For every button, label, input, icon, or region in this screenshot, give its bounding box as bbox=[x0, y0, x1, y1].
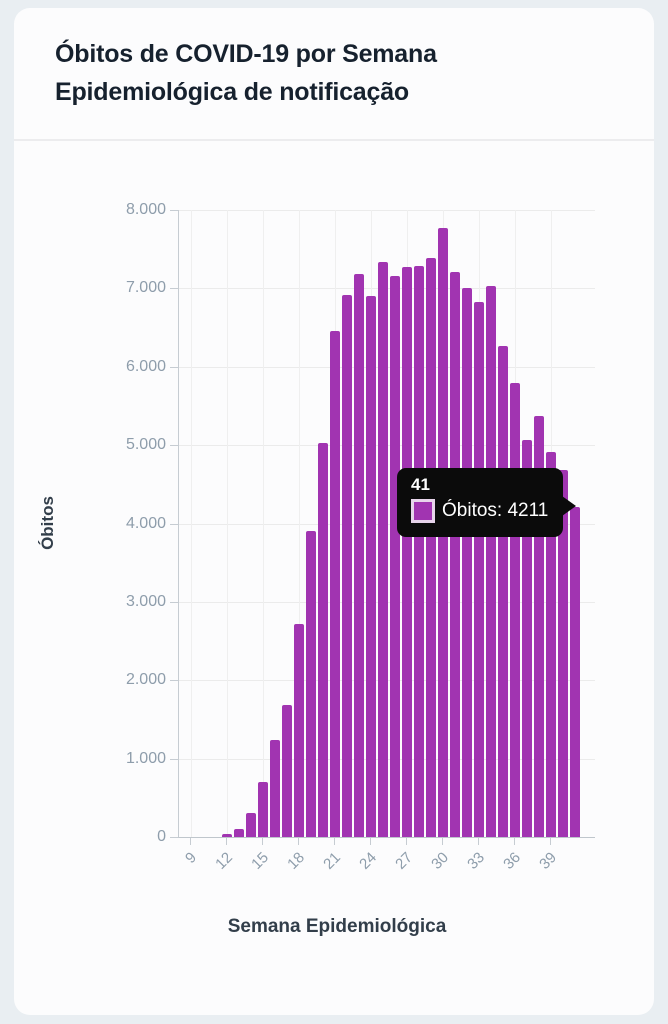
bar-week-13[interactable] bbox=[234, 829, 244, 837]
gridline-vertical bbox=[299, 210, 300, 837]
bar-week-27[interactable] bbox=[402, 267, 412, 837]
y-tick-label: 2.000 bbox=[125, 671, 166, 689]
bar-week-23[interactable] bbox=[354, 274, 364, 837]
gridline-horizontal bbox=[179, 210, 595, 211]
series-swatch-icon bbox=[411, 499, 435, 523]
bar-week-37[interactable] bbox=[522, 440, 532, 837]
bar-week-25[interactable] bbox=[378, 261, 388, 837]
y-tick-mark bbox=[170, 837, 178, 838]
bar-week-32[interactable] bbox=[462, 288, 472, 837]
bar-week-12[interactable] bbox=[222, 833, 232, 837]
y-tick-label: 5.000 bbox=[125, 436, 166, 454]
bar-week-34[interactable] bbox=[486, 286, 496, 837]
bar-week-19[interactable] bbox=[306, 531, 316, 837]
chart-title: Óbitos de COVID-19 por Semana Epidemioló… bbox=[55, 35, 525, 111]
bar-week-40[interactable] bbox=[558, 470, 568, 837]
bar-week-15[interactable] bbox=[258, 782, 268, 837]
bar-week-41[interactable] bbox=[570, 506, 580, 837]
bar-week-33[interactable] bbox=[474, 301, 484, 837]
gridline-vertical bbox=[191, 210, 192, 837]
bar-week-29[interactable] bbox=[426, 257, 436, 837]
y-tick-label: 8.000 bbox=[125, 201, 166, 218]
y-tick-mark bbox=[170, 758, 178, 760]
x-tick-mark bbox=[190, 838, 191, 845]
x-tick-mark bbox=[262, 838, 263, 845]
y-tick-mark bbox=[170, 210, 178, 211]
bar-week-35[interactable] bbox=[498, 345, 508, 837]
x-tick-mark bbox=[514, 838, 515, 845]
y-tick-label: 3.000 bbox=[125, 592, 166, 610]
y-tick-label: 4.000 bbox=[125, 514, 166, 532]
y-tick-mark bbox=[170, 445, 178, 447]
tooltip-arrow-icon bbox=[562, 496, 576, 516]
y-tick-mark bbox=[170, 601, 178, 603]
bar-week-16[interactable] bbox=[270, 739, 280, 837]
bar-week-28[interactable] bbox=[414, 265, 424, 837]
bar-week-17[interactable] bbox=[282, 704, 292, 837]
tooltip: 41 Óbitos: 4211 bbox=[397, 468, 576, 537]
bar-week-36[interactable] bbox=[510, 383, 520, 837]
y-tick-label: 7.000 bbox=[125, 279, 166, 297]
tooltip-value: Óbitos: 4211 bbox=[442, 500, 549, 521]
y-tick-mark bbox=[170, 288, 178, 290]
tooltip-row: Óbitos: 4211 bbox=[411, 499, 551, 523]
bar-week-18[interactable] bbox=[294, 623, 304, 837]
y-axis-title: Óbitos bbox=[38, 496, 57, 550]
x-tick-mark bbox=[550, 838, 551, 845]
y-tick-label: 1.000 bbox=[125, 749, 166, 767]
bar-week-38[interactable] bbox=[534, 416, 544, 837]
y-tick-label: 6.000 bbox=[125, 357, 166, 375]
x-tick-mark bbox=[442, 838, 443, 845]
y-tick-label: 0 bbox=[157, 828, 166, 845]
plot-area[interactable] bbox=[178, 210, 595, 838]
chart-title-line2: Epidemiológica de notificação bbox=[55, 78, 409, 106]
x-tick-mark bbox=[370, 838, 371, 845]
bar-week-31[interactable] bbox=[450, 271, 460, 837]
bar-week-24[interactable] bbox=[366, 296, 376, 837]
bar-week-22[interactable] bbox=[342, 295, 352, 837]
y-tick-mark bbox=[170, 366, 178, 368]
y-tick-mark bbox=[170, 680, 178, 682]
bar-week-20[interactable] bbox=[318, 442, 328, 837]
tooltip-week: 41 bbox=[411, 475, 430, 494]
bar-week-26[interactable] bbox=[390, 275, 400, 837]
gridline-vertical bbox=[263, 210, 264, 837]
x-tick-mark bbox=[478, 838, 479, 845]
x-tick-mark bbox=[406, 838, 407, 845]
x-tick-mark bbox=[226, 838, 227, 845]
x-tick-mark bbox=[298, 838, 299, 845]
bar-week-14[interactable] bbox=[246, 812, 256, 837]
y-tick-mark bbox=[170, 523, 178, 525]
x-tick-mark bbox=[334, 838, 335, 845]
bar-week-21[interactable] bbox=[330, 331, 340, 837]
chart-title-line1: Óbitos de COVID-19 por Semana bbox=[55, 40, 437, 68]
x-axis-title: Semana Epidemiológica bbox=[227, 916, 447, 937]
gridline-vertical bbox=[227, 210, 228, 837]
header-divider bbox=[14, 139, 654, 141]
bar-week-39[interactable] bbox=[546, 452, 556, 837]
